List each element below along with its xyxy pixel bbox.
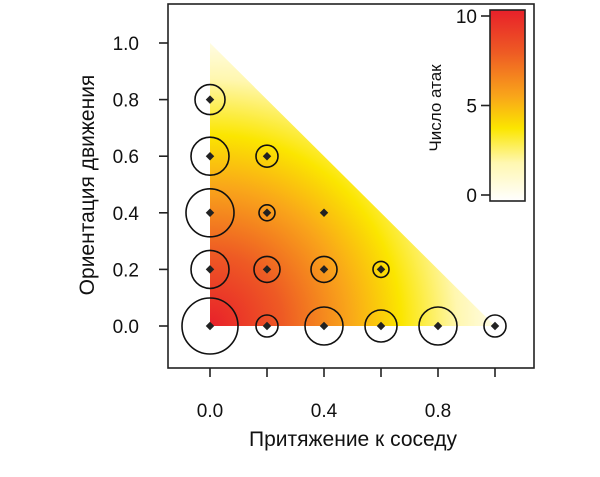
point-marker <box>376 265 386 274</box>
point-circle <box>181 297 239 355</box>
plot-frame <box>167 3 535 369</box>
point-circle <box>364 309 398 343</box>
point-marker <box>262 265 272 274</box>
y-tick-label: 0.2 <box>113 260 139 281</box>
point-marker <box>319 321 329 331</box>
y-tick-label: 1.0 <box>113 34 139 55</box>
colorbar-tick-label: 0 <box>466 186 477 207</box>
point-circle <box>372 260 390 279</box>
y-tick-label: 0.6 <box>113 147 139 168</box>
point-marker <box>433 321 443 331</box>
x-axis-label: Притяжение к соседу <box>249 428 457 451</box>
colorbar-tick-label: 10 <box>456 7 477 28</box>
point-marker <box>205 151 215 161</box>
point-circle <box>190 249 230 290</box>
point-circle <box>258 204 276 222</box>
point-marker <box>376 321 386 331</box>
y-tick-label: 0.4 <box>113 204 140 225</box>
point-marker <box>205 265 215 274</box>
point-marker <box>319 265 329 274</box>
point-marker <box>205 321 215 331</box>
point-circle <box>310 255 338 284</box>
point-circle <box>185 188 235 238</box>
point-marker <box>205 208 215 218</box>
point-marker <box>262 151 272 161</box>
x-tick-label: 0.8 <box>425 401 451 422</box>
point-circle <box>255 314 279 338</box>
colorbar: Число атак 0 5 10 <box>426 7 526 207</box>
y-tick-label: 0.0 <box>113 317 139 338</box>
point-marker <box>262 208 272 218</box>
y-tick-label: 0.8 <box>113 91 139 112</box>
y-axis-label: Ориентация движения <box>76 75 99 296</box>
colorbar-tick-label: 5 <box>466 97 477 118</box>
point-circle <box>255 144 279 168</box>
point-circle <box>194 83 226 116</box>
point-marker <box>262 321 272 331</box>
surface-triangle <box>210 43 495 326</box>
point-circle <box>304 306 344 346</box>
point-marker <box>205 95 215 104</box>
x-tick-label: 0.0 <box>197 401 223 422</box>
point-circle <box>253 255 281 284</box>
point-circle <box>483 314 507 338</box>
colorbar-gradient <box>489 9 526 202</box>
point-circle <box>190 136 230 176</box>
point-marker <box>490 321 500 331</box>
x-tick-label: 0.4 <box>311 401 338 422</box>
point-marker <box>319 208 329 218</box>
point-circle <box>418 306 458 346</box>
colorbar-label: Число атак <box>426 64 445 152</box>
